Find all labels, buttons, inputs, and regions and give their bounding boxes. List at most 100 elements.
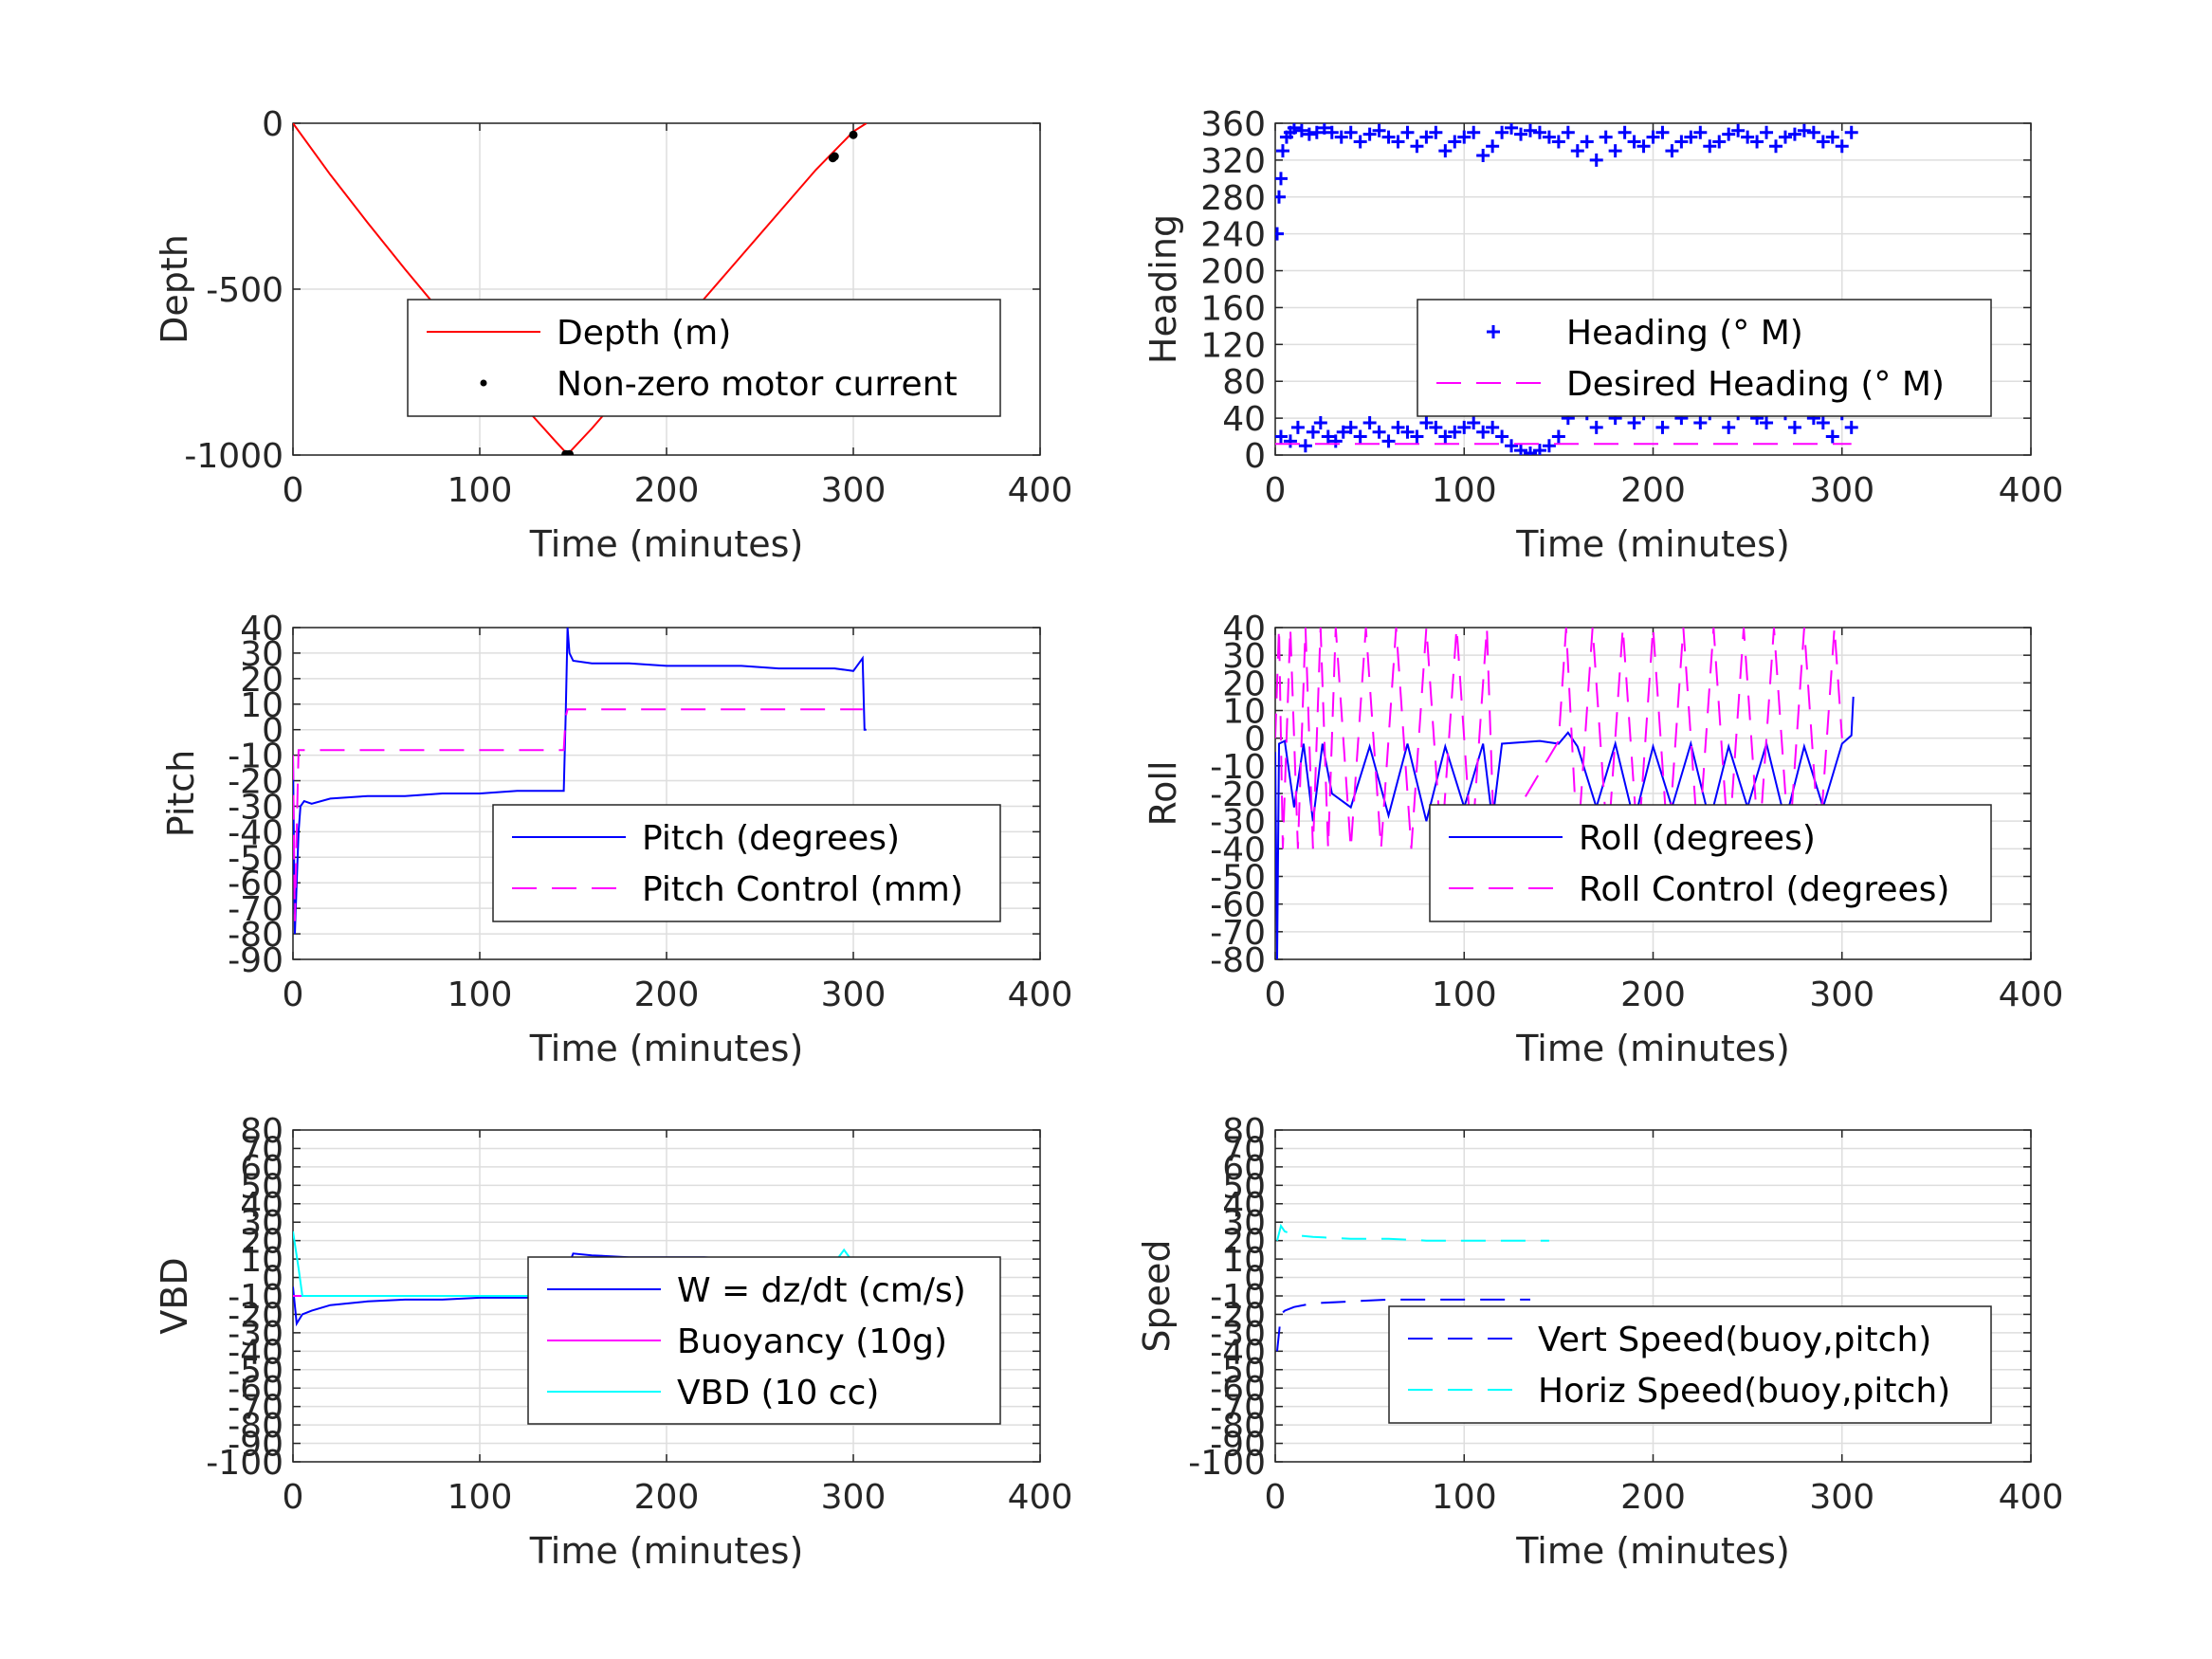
speed-plot-area (1276, 1223, 1549, 1352)
roll-y-tick-label: 40 (1222, 610, 1266, 648)
heading-point (1448, 425, 1462, 439)
vbd-y-tick-label: -10 (228, 1278, 283, 1317)
vbd-legend-box (527, 1256, 1001, 1425)
heading-point (1410, 429, 1424, 444)
roll-y-tick-label: -20 (1210, 775, 1266, 814)
pitch-chart: 0 100 200 300 400403020100-10-20-30-40-50-60… (160, 610, 1072, 1069)
heading-point (1325, 125, 1339, 139)
vbd-y-tick-label: -90 (228, 1426, 283, 1465)
speed-y-tick-label: 0 (1244, 1260, 1266, 1299)
depth-y-axis-label: Depth (154, 234, 195, 344)
vbd-y-axis-label: VBD (154, 1257, 195, 1334)
heading-point (1438, 429, 1453, 444)
heading-point (1712, 135, 1727, 149)
heading-point (1419, 415, 1434, 429)
vbd-y-tick-label: -70 (228, 1389, 283, 1428)
pitch-y-tick-label: 30 (240, 635, 283, 674)
pitch-series-line-0 (293, 628, 867, 935)
heading-chart: 0 100 200 300 40004080120160200240280320360T… (1143, 105, 2063, 565)
vbd-x-tick-label: 200 (634, 1478, 700, 1517)
roll-y-tick-label: -60 (1210, 886, 1266, 925)
heading-y-tick-label: 120 (1200, 326, 1266, 365)
heading-point (1334, 130, 1348, 144)
heading-point (1618, 125, 1632, 139)
heading-point (1328, 434, 1343, 448)
speed-y-tick-label: -80 (1210, 1407, 1266, 1446)
depth-x-tick-label: 300 (821, 471, 887, 510)
heading-x-axis-label: Time (minutes) (1515, 523, 1790, 565)
roll-y-tick-label: 30 (1222, 637, 1266, 676)
roll-y-tick-label: -80 (1210, 941, 1266, 980)
roll-legend-label: Roll (degrees) (1579, 819, 1816, 858)
speed-x-tick-label: 300 (1809, 1478, 1874, 1517)
heading-y-tick-label: 320 (1200, 142, 1266, 181)
roll-y-tick-label: -30 (1210, 803, 1266, 842)
roll-x-tick-label: 400 (1999, 975, 2064, 1014)
speed-y-tick-label: 40 (1222, 1186, 1266, 1225)
speed-y-tick-label: -50 (1210, 1352, 1266, 1391)
vbd-legend-label: W = dz/dt (cm/s) (677, 1271, 966, 1310)
heading-point (1722, 420, 1736, 434)
speed-y-tick-label: -70 (1210, 1389, 1266, 1428)
heading-point (1410, 139, 1424, 154)
roll-y-tick-label: -40 (1210, 830, 1266, 869)
heading-point (1344, 420, 1358, 434)
vbd-y-tick-label: -50 (228, 1352, 283, 1391)
roll-y-tick-label: -50 (1210, 859, 1266, 898)
heading-point (1589, 420, 1603, 434)
heading-x-tick-label: 100 (1432, 471, 1497, 510)
pitch-y-tick-label: -20 (228, 763, 283, 802)
pitch-x-tick-label: 300 (821, 975, 887, 1014)
roll-y-axis-label: Roll (1143, 760, 1184, 826)
heading-y-tick-label: 240 (1200, 216, 1266, 255)
depth-x-tick-label: 200 (634, 471, 700, 510)
roll-plot-area (1275, 628, 1855, 959)
vbd-y-tick-label: -60 (228, 1370, 283, 1409)
depth-x-axis-label: Time (minutes) (529, 523, 804, 565)
heading-legend-label: Desired Heading (° M) (1566, 365, 1945, 404)
pitch-legend-box (492, 804, 1001, 922)
heading-legend-box (1417, 299, 1992, 417)
heading-point (1391, 420, 1405, 434)
heading-point (1542, 130, 1556, 144)
heading-point (1344, 125, 1358, 139)
vbd-x-tick-label: 100 (448, 1478, 513, 1517)
pitch-y-tick-label: -60 (228, 865, 283, 903)
roll-legend: Roll (degrees) Roll Control (degrees) (1429, 804, 1992, 922)
depth-x-tick-label: 0 (283, 471, 304, 510)
heading-point (1448, 135, 1462, 149)
speed-y-tick-label: -100 (1188, 1444, 1266, 1483)
speed-y-tick-label: 80 (1222, 1112, 1266, 1151)
pitch-y-axis-label: Pitch (160, 750, 202, 838)
speed-x-tick-label: 100 (1432, 1478, 1497, 1517)
heading-y-tick-label: 40 (1222, 400, 1266, 439)
heading-point (1523, 123, 1537, 137)
heading-point (1372, 123, 1386, 137)
heading-point (1381, 130, 1396, 144)
heading-point (1825, 429, 1839, 444)
vbd-x-tick-label: 400 (1008, 1478, 1073, 1517)
pitch-y-tick-label: 40 (240, 610, 283, 648)
heading-y-tick-label: 0 (1244, 437, 1266, 476)
pitch-series-line-1 (293, 708, 863, 921)
depth-chart: 0 100 200 300 400 0 -500 -1000 Time (minutes) Dep… (154, 105, 1072, 565)
heading-point (1844, 125, 1858, 139)
speed-y-axis-label: Speed (1136, 1239, 1178, 1352)
vbd-x-tick-label: 300 (821, 1478, 887, 1517)
heading-point (1627, 135, 1641, 149)
pitch-y-tick-label: -70 (228, 890, 283, 929)
heading-point (1372, 425, 1386, 439)
pitch-x-axis-label: Time (minutes) (529, 1028, 804, 1069)
heading-point (1457, 420, 1472, 434)
vbd-legend-label: VBD (10 cc) (677, 1374, 879, 1413)
heading-point (1317, 123, 1331, 135)
depth-legend-box (407, 299, 1001, 417)
speed-y-tick-label: -10 (1210, 1278, 1266, 1317)
speed-y-tick-label: 30 (1222, 1204, 1266, 1243)
heading-point (1693, 125, 1708, 139)
heading-point (1703, 139, 1717, 154)
vbd-y-tick-label: 50 (240, 1167, 283, 1206)
heading-point (1429, 125, 1443, 139)
depth-series-line-0 (293, 123, 868, 455)
pitch-y-tick-label: 0 (262, 712, 283, 751)
